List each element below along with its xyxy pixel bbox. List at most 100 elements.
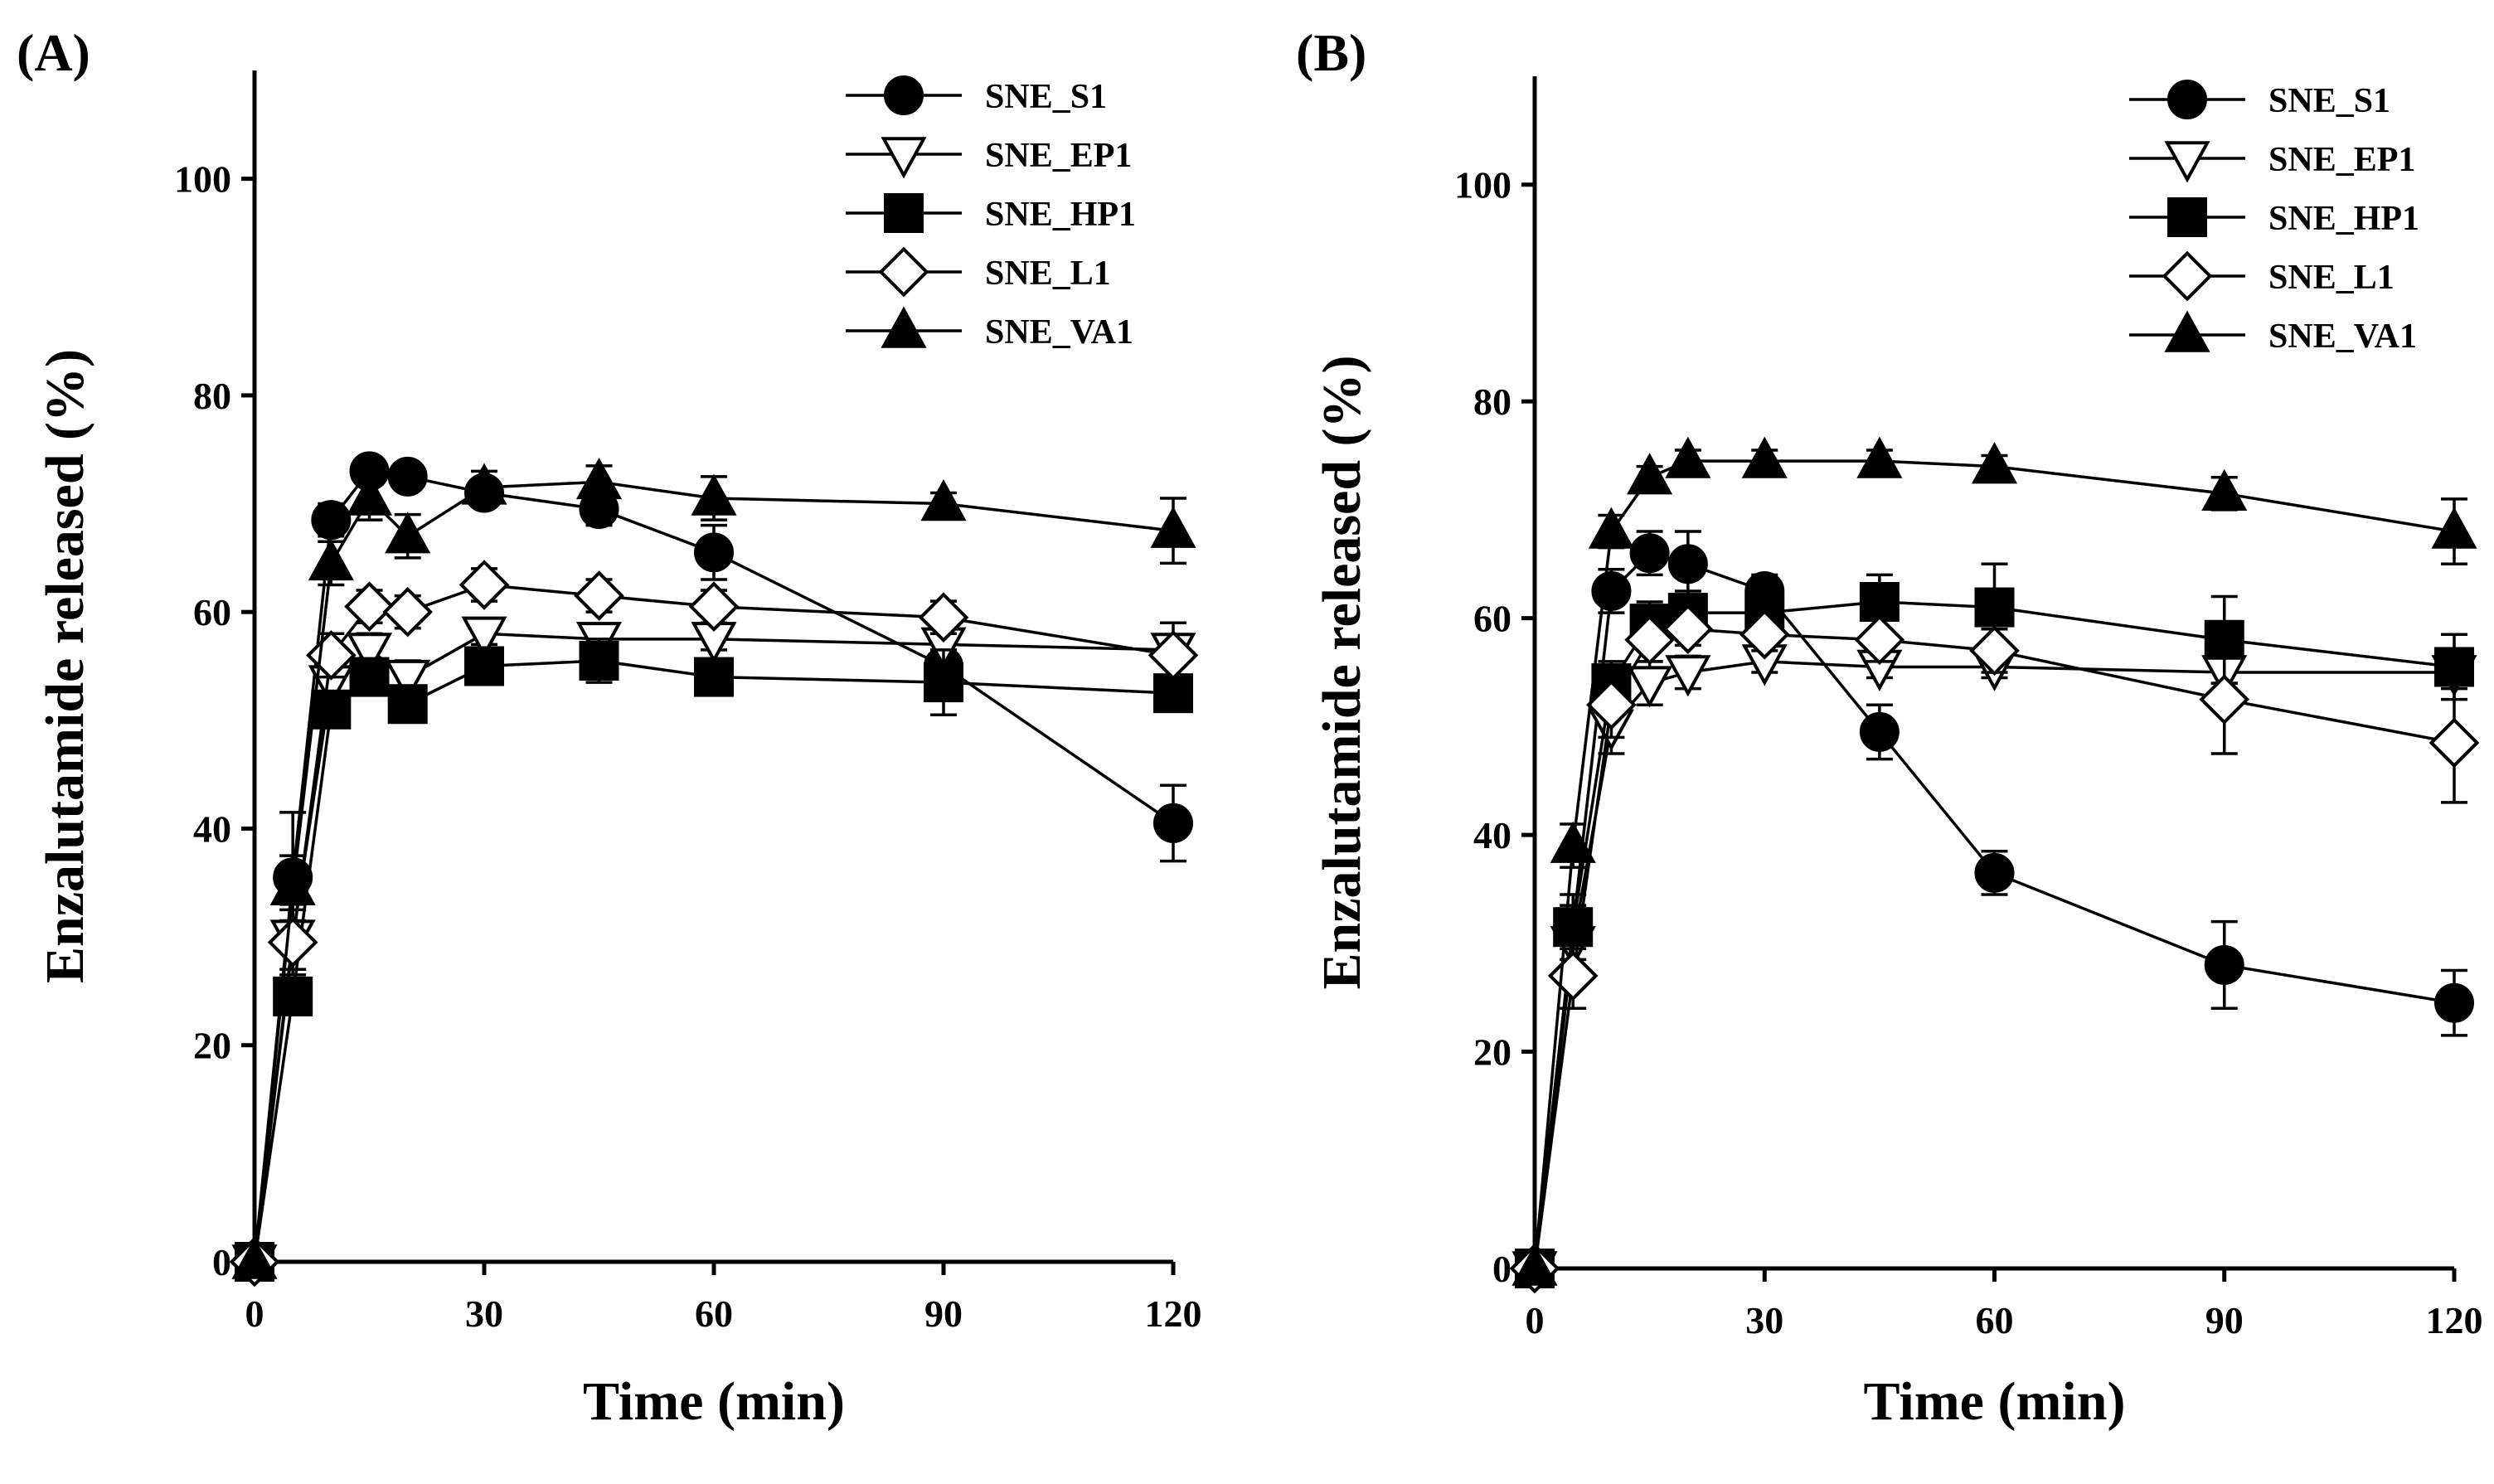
data-point (346, 633, 393, 675)
data-point (1588, 507, 1634, 549)
data-point (387, 456, 428, 497)
series-sne-va1 (231, 457, 1196, 1279)
legend-label: SNE_VA1 (2268, 318, 2417, 356)
chart-panel-1: (A) 0 20 40 60 80 100 0 30 60 90 120 Time (min) Enzal… (17, 23, 1202, 1432)
legend-marker (884, 193, 924, 233)
data-point (1624, 614, 1675, 666)
x-tick-label: 120 (2426, 1299, 2483, 1341)
data-point (311, 689, 352, 730)
data-point (382, 586, 433, 638)
legend-marker (2162, 250, 2213, 302)
x-tick-label: 30 (1745, 1299, 1783, 1341)
data-point (1547, 950, 1599, 1001)
data-point (2199, 674, 2250, 725)
data-point (1629, 533, 1670, 574)
data-point (924, 662, 963, 703)
panel-label: (A) (17, 23, 90, 82)
data-point (1741, 436, 1788, 478)
data-point (1856, 436, 1903, 478)
data-point (1974, 852, 2015, 893)
data-point (1150, 506, 1196, 548)
data-point (920, 479, 967, 521)
data-point (308, 538, 354, 581)
data-point (1974, 587, 2015, 628)
legend-marker (2167, 80, 2207, 119)
data-point (579, 640, 619, 681)
data-point (1665, 655, 1711, 697)
series-sne-l1 (1509, 604, 2480, 1294)
data-point (918, 592, 969, 643)
series-line (1533, 627, 2455, 1269)
series-line (253, 659, 1174, 1263)
data-point (2434, 647, 2474, 687)
legend: SNE_S1 SNE_EP1 SNE_HP1 SNE_L1 SNE_VA1 (2129, 80, 2419, 356)
data-point (1627, 666, 1673, 708)
legend-marker (878, 246, 929, 298)
legend-marker (881, 137, 927, 179)
data-point (1969, 625, 2020, 677)
data-point (1859, 582, 1900, 623)
y-tick-label: 0 (1492, 1248, 1511, 1290)
x-tick-label: 60 (695, 1292, 733, 1335)
x-tick-label: 0 (245, 1292, 264, 1335)
data-point (1586, 679, 1637, 730)
legend-label: SNE_S1 (985, 78, 1107, 116)
legend-label: SNE_EP1 (2268, 141, 2415, 179)
x-tick-label: 90 (924, 1292, 963, 1335)
x-tick-label: 90 (2205, 1299, 2244, 1341)
data-point (2204, 944, 2244, 985)
series-sne-ep1 (231, 616, 1196, 1287)
x-tick-label: 60 (1976, 1299, 2014, 1341)
series-line (1533, 551, 2455, 1269)
x-tick-label: 120 (1145, 1292, 1202, 1335)
series-line (1533, 600, 2455, 1269)
data-point (1591, 570, 1632, 611)
data-point (1550, 821, 1596, 863)
data-point (385, 659, 431, 702)
data-point (385, 512, 431, 554)
data-point (231, 1237, 278, 1279)
y-axis-title: Enzalutamide released (%) (35, 349, 95, 983)
y-tick-label: 100 (1454, 164, 1511, 206)
data-point (691, 473, 737, 516)
data-point (346, 473, 393, 516)
data-point (349, 657, 390, 697)
legend-label: SNE_VA1 (985, 313, 1133, 352)
legend-marker (2164, 141, 2210, 183)
y-tick-label: 60 (1473, 598, 1511, 640)
legend-label: SNE_EP1 (985, 137, 1132, 175)
y-tick-label: 100 (174, 158, 231, 201)
data-point (461, 463, 507, 505)
data-point (1553, 907, 1594, 948)
series-line (1533, 660, 2454, 1269)
legend-marker (881, 306, 927, 348)
series-sne-hp1 (235, 638, 1193, 1282)
data-point (461, 616, 507, 658)
data-point (459, 560, 510, 610)
y-axis-title: Enzalutamide released (%) (1312, 355, 1372, 989)
x-axis-title: Time (min) (583, 1371, 845, 1432)
legend-marker (884, 75, 924, 115)
data-point (1148, 630, 1199, 681)
data-point (387, 684, 428, 725)
legend-marker (2164, 310, 2210, 352)
data-point (575, 457, 623, 500)
data-point (1854, 614, 1905, 666)
data-point (311, 500, 352, 541)
legend-label: SNE_L1 (2268, 259, 2395, 297)
data-point (1511, 1244, 1558, 1286)
data-point (1971, 442, 2018, 484)
y-tick-label: 40 (193, 807, 231, 850)
data-point (2428, 717, 2480, 769)
y-tick-label: 20 (193, 1025, 231, 1067)
y-tick-label: 60 (193, 591, 231, 633)
y-tick-label: 80 (193, 375, 231, 417)
data-point (694, 657, 734, 697)
data-point (1665, 436, 1711, 478)
series-sne-ep1 (1511, 644, 2477, 1293)
data-point (2431, 507, 2477, 549)
panel-label: (B) (1296, 23, 1366, 82)
data-point (1739, 609, 1790, 660)
legend-marker (2167, 197, 2207, 237)
